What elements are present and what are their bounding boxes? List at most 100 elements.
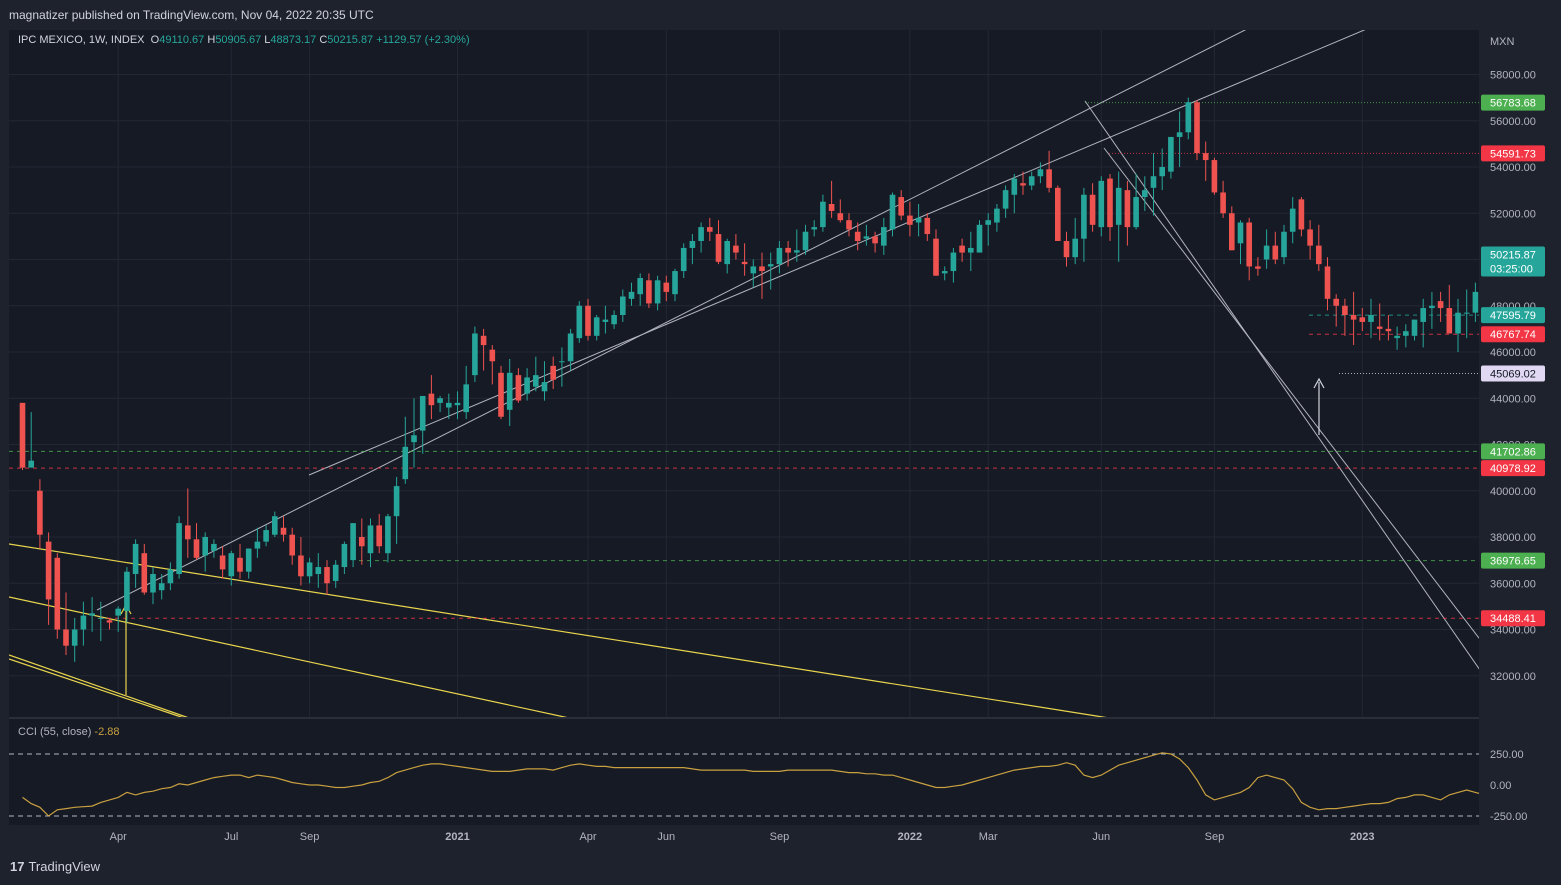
price-label-box — [1481, 365, 1545, 382]
candle-body — [811, 227, 817, 230]
candle-body — [576, 305, 583, 339]
candle-body — [1420, 308, 1426, 322]
candle-body — [968, 247, 974, 253]
candle-body — [80, 615, 87, 630]
y-tick-label: 54000.00 — [1490, 162, 1536, 174]
candle-body — [1089, 194, 1096, 225]
candle-body — [637, 278, 643, 295]
cci-legend[interactable]: CCI (55, close) -2.88 — [18, 726, 120, 738]
high-label: H — [207, 34, 216, 46]
candle-body — [1298, 199, 1305, 230]
candle-body — [150, 574, 156, 593]
candle-body — [332, 564, 339, 581]
candle-body — [846, 220, 852, 230]
trend-line-lower — [9, 596, 570, 719]
price-label-box — [1481, 610, 1545, 627]
arrow-up-white-icon — [1313, 377, 1325, 389]
candle-body — [1237, 222, 1244, 244]
candle-body — [541, 382, 548, 392]
descending-line-a — [1084, 100, 1479, 670]
y-tick-label: 50000.00 — [1490, 255, 1536, 267]
candle-body — [489, 349, 496, 362]
tradingview-logo-text: TradingView — [28, 859, 101, 874]
candle-body — [872, 236, 878, 244]
candle-body — [611, 315, 617, 325]
candle-body — [1176, 132, 1183, 137]
candle-body — [306, 562, 313, 577]
trend-line-upper — [9, 543, 1110, 719]
low-value: 48873.17 — [270, 34, 317, 46]
x-tick-label: Apr — [110, 831, 127, 843]
candle-body — [272, 516, 278, 535]
candle-body — [1020, 183, 1026, 186]
candle-body — [402, 446, 409, 480]
candle-body — [680, 247, 687, 272]
price-label-value: 47595.79 — [1490, 310, 1536, 322]
y-tick-label: 46000.00 — [1490, 347, 1536, 359]
candle-body — [1229, 213, 1235, 251]
y-tick-label: 56000.00 — [1490, 116, 1536, 128]
y-tick-label: 38000.00 — [1490, 532, 1536, 544]
candle-body — [254, 541, 261, 549]
open-label: O — [150, 34, 160, 46]
candle-body — [158, 583, 165, 591]
footer-bar — [0, 852, 1561, 885]
candle-body — [237, 557, 243, 572]
candle-body — [211, 543, 217, 551]
y-tick-label: 32000.00 — [1490, 671, 1536, 683]
candle-body — [785, 247, 791, 253]
candle-body — [1028, 176, 1035, 186]
x-tick-label: Sep — [770, 831, 790, 843]
candle-body — [994, 208, 1000, 223]
cci-tick-label: 250.00 — [1490, 749, 1524, 761]
candle-body — [646, 280, 652, 304]
price-label-box — [1481, 460, 1545, 477]
price-label-value: 54591.73 — [1490, 148, 1536, 160]
price-label-value: 46767.74 — [1490, 329, 1536, 341]
y-tick-label: 34000.00 — [1490, 625, 1536, 637]
candle-body — [794, 250, 800, 253]
candle-body — [1411, 319, 1418, 336]
candle-body — [689, 241, 696, 248]
candle-body — [1289, 208, 1296, 232]
cci-label: CCI (55, close) — [18, 726, 92, 738]
chart-pane[interactable] — [9, 30, 1479, 825]
descending-line-b — [1103, 147, 1479, 639]
price-label-box — [1481, 443, 1545, 460]
candle-body — [463, 384, 469, 413]
x-tick-label: 2023 — [1350, 831, 1374, 843]
candle-body — [141, 553, 148, 593]
candle-body — [1333, 298, 1339, 306]
candle-body — [715, 234, 722, 262]
candle-body — [889, 194, 896, 230]
publish-header: magnatizer published on TradingView.com,… — [0, 0, 1561, 30]
candle-body — [550, 365, 556, 380]
candle-body — [289, 534, 295, 556]
candle-body — [1159, 167, 1165, 177]
candle-body — [1220, 192, 1226, 214]
candle-body — [54, 557, 61, 630]
price-label-countdown: 03:25:00 — [1490, 264, 1533, 276]
candle-body — [933, 238, 939, 276]
y-tick-label: 44000.00 — [1490, 393, 1536, 405]
candle-body — [707, 227, 713, 232]
tradingview-logo[interactable]: 17 TradingView — [10, 859, 100, 874]
candle-body — [663, 282, 670, 292]
candle-body — [28, 460, 34, 468]
candle-body — [1142, 190, 1148, 198]
candle-body — [593, 317, 600, 336]
candle-body — [820, 201, 826, 228]
candle-body — [1307, 229, 1313, 246]
candle-body — [1359, 317, 1366, 322]
candle-body — [1037, 169, 1044, 177]
candle-body — [263, 530, 269, 542]
candle-body — [698, 227, 704, 241]
price-label-box — [1481, 552, 1545, 569]
price-label-value: 41702.86 — [1490, 446, 1536, 458]
candle-body — [672, 271, 678, 295]
candle-body — [1455, 312, 1461, 334]
candle-body — [419, 395, 426, 431]
candle-body — [176, 523, 182, 574]
y-tick-label: 58000.00 — [1490, 70, 1536, 82]
publisher-text: magnatizer published on TradingView.com,… — [9, 8, 374, 22]
